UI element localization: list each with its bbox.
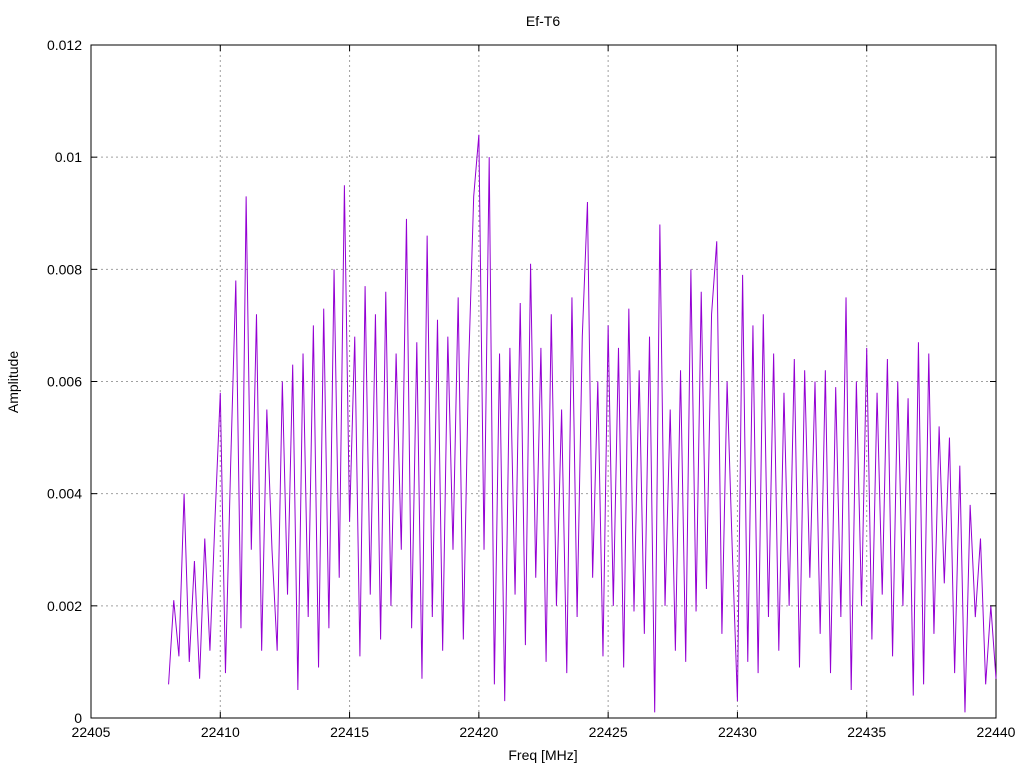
ticks: 22405 22410 22415 22420 22425 22430 22435 22440… — [47, 37, 1016, 740]
x-tick-label: 22420 — [459, 724, 498, 740]
x-tick-label: 22440 — [977, 724, 1016, 740]
x-axis-label: Freq [MHz] — [508, 747, 577, 763]
chart-title: Ef-T6 — [526, 13, 560, 29]
x-tick-label: 22430 — [718, 724, 757, 740]
x-tick-label: 22410 — [201, 724, 240, 740]
series-group — [168, 134, 997, 713]
series-line — [168, 134, 997, 713]
x-tick-label: 22425 — [589, 724, 628, 740]
x-tick-label: 22405 — [72, 724, 111, 740]
y-tick-label: 0 — [74, 710, 82, 726]
y-tick-label: 0.006 — [47, 374, 82, 390]
y-axis-label: Amplitude — [5, 351, 21, 413]
y-tick-label: 0.004 — [47, 486, 82, 502]
y-tick-label: 0.012 — [47, 37, 82, 53]
grid — [91, 45, 996, 718]
x-tick-label: 22435 — [847, 724, 886, 740]
y-tick-label: 0.01 — [55, 149, 82, 165]
x-tick-label: 22415 — [330, 724, 369, 740]
y-tick-label: 0.008 — [47, 261, 82, 277]
y-tick-label: 0.002 — [47, 598, 82, 614]
